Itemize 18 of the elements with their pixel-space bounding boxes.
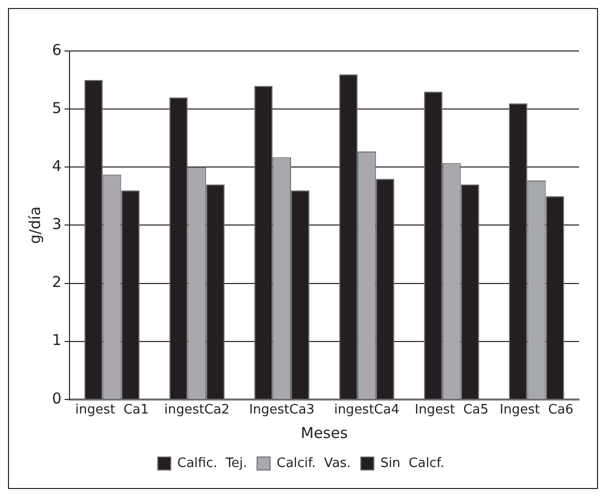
y-axis-title: g/día	[26, 206, 44, 244]
legend-label: Sin Calcf.	[380, 456, 444, 471]
x-tick-label: ingest Ca1	[75, 402, 149, 418]
y-tick-label: 6	[52, 40, 62, 59]
x-axis-title: Meses	[300, 424, 348, 442]
y-tick-label: 4	[52, 157, 62, 176]
x-tick-label: IngestCa3	[249, 402, 315, 418]
x-tick-label: Ingest Ca6	[500, 402, 574, 418]
y-tick-label: 5	[52, 98, 62, 117]
y-tick-label: 0	[52, 389, 62, 408]
legend-label: Calfic. Tej.	[177, 456, 248, 471]
y-tick-label: 3	[52, 215, 62, 234]
legend-label: Calcif. Vas.	[276, 456, 351, 471]
x-tick-label: Ingest Ca5	[414, 402, 489, 418]
y-tick-label: 2	[52, 273, 62, 292]
x-tick-label: ingestCa4	[334, 402, 400, 418]
x-tick-label: ingestCa2	[164, 402, 230, 418]
y-tick-label: 1	[52, 331, 62, 350]
